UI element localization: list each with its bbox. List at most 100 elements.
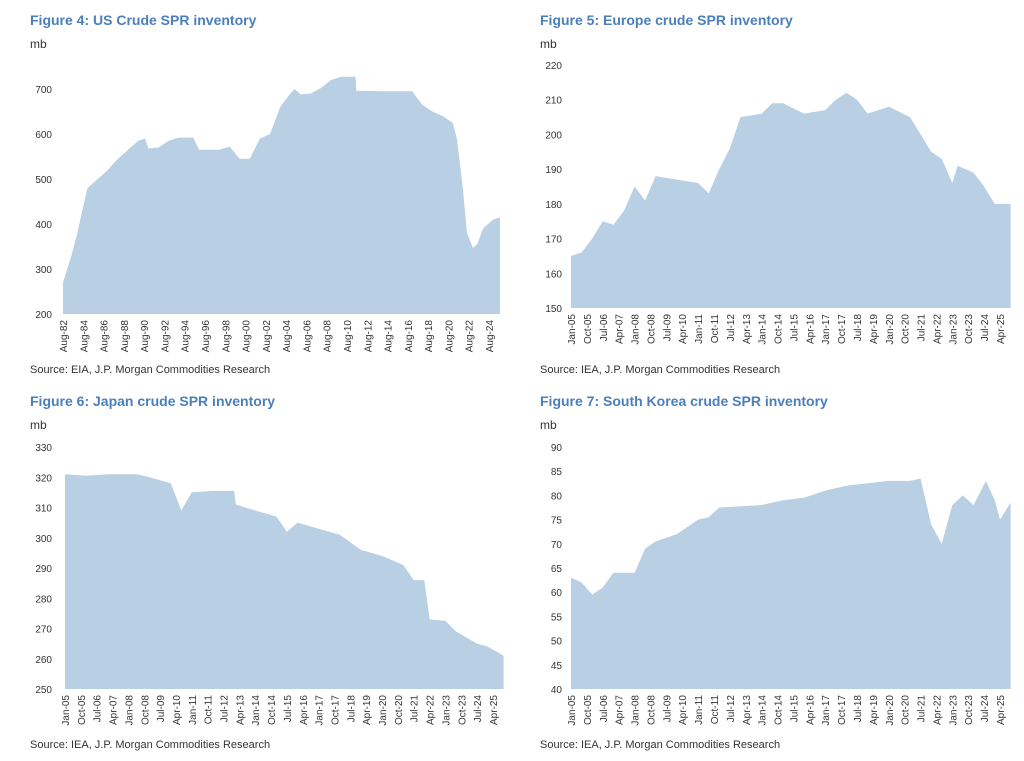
x-tick-label: Oct-14 xyxy=(774,314,785,344)
x-tick-label: Oct-14 xyxy=(774,695,785,725)
x-tick-label: Aug-10 xyxy=(343,320,354,353)
x-tick-label: Jan-14 xyxy=(758,695,769,726)
x-tick-label: Oct-05 xyxy=(583,695,594,725)
x-tick-label: Jul-09 xyxy=(156,695,167,723)
x-tick-label: Jan-05 xyxy=(567,314,578,345)
x-tick-label: Jan-11 xyxy=(694,314,705,344)
x-tick-label: Aug-90 xyxy=(140,320,151,353)
x-tick-label: Oct-11 xyxy=(710,695,721,725)
x-tick-label: Aug-02 xyxy=(262,320,273,353)
x-tick-label: Jul-21 xyxy=(410,695,421,723)
chart-source: Source: EIA, J.P. Morgan Commodities Res… xyxy=(30,364,271,376)
chart-source: Source: IEA, J.P. Morgan Commodities Res… xyxy=(540,364,781,376)
y-tick-label: 85 xyxy=(551,467,563,478)
x-tick-label: Jul-09 xyxy=(662,695,673,723)
x-tick-label: Apr-25 xyxy=(996,314,1007,344)
x-tick-label: Aug-82 xyxy=(59,320,70,353)
x-tick-label: Apr-19 xyxy=(362,695,373,725)
x-tick-label: Jan-14 xyxy=(758,314,769,345)
x-tick-label: Jul-12 xyxy=(726,695,737,723)
x-tick-label: Jul-18 xyxy=(853,314,864,342)
x-tick-label: Oct-23 xyxy=(457,695,468,725)
inventory-area xyxy=(571,478,1011,689)
x-tick-label: Jul-06 xyxy=(599,314,610,342)
y-tick-label: 60 xyxy=(551,588,563,599)
x-tick-label: Jan-08 xyxy=(631,695,642,726)
y-tick-label: 400 xyxy=(35,220,52,231)
y-unit-label: mb xyxy=(540,418,557,432)
y-tick-label: 330 xyxy=(35,443,52,454)
x-tick-label: Apr-13 xyxy=(742,695,753,725)
x-tick-label: Apr-07 xyxy=(109,695,120,725)
y-unit-label: mb xyxy=(540,37,557,51)
x-tick-label: Jul-18 xyxy=(853,695,864,723)
x-tick-label: Jan-17 xyxy=(821,314,832,345)
y-tick-label: 65 xyxy=(551,564,563,575)
x-tick-label: Oct-23 xyxy=(964,695,975,725)
x-tick-label: Oct-20 xyxy=(901,314,912,344)
x-tick-label: Jan-17 xyxy=(821,695,832,726)
x-tick-label: Oct-17 xyxy=(837,314,848,344)
inventory-area xyxy=(571,92,1011,308)
y-tick-label: 200 xyxy=(545,130,562,141)
x-tick-label: Jul-06 xyxy=(93,695,104,723)
x-tick-label: Oct-20 xyxy=(394,695,405,725)
x-tick-label: Jul-12 xyxy=(726,314,737,342)
y-tick-label: 500 xyxy=(35,175,52,186)
x-tick-label: Oct-08 xyxy=(646,314,657,344)
x-tick-label: Aug-22 xyxy=(465,320,476,353)
x-tick-label: Jan-23 xyxy=(441,695,452,726)
x-tick-label: Apr-16 xyxy=(299,695,310,725)
x-tick-label: Aug-16 xyxy=(404,320,415,353)
y-tick-label: 40 xyxy=(551,685,563,696)
y-tick-label: 170 xyxy=(545,235,562,246)
x-tick-label: Oct-20 xyxy=(901,695,912,725)
x-tick-label: Apr-25 xyxy=(489,695,500,725)
x-tick-label: Apr-19 xyxy=(869,695,880,725)
y-tick-label: 70 xyxy=(551,540,563,551)
x-tick-label: Apr-07 xyxy=(615,695,626,725)
x-tick-label: Jul-15 xyxy=(283,695,294,723)
x-tick-label: Oct-08 xyxy=(140,695,151,725)
x-tick-label: Aug-96 xyxy=(201,320,212,353)
x-tick-label: Apr-13 xyxy=(742,314,753,344)
x-tick-label: Jan-17 xyxy=(315,695,326,726)
x-tick-label: Apr-16 xyxy=(805,314,816,344)
x-tick-label: Oct-05 xyxy=(77,695,88,725)
x-tick-label: Jul-18 xyxy=(346,695,357,723)
chart-title: Figure 6: Japan crude SPR inventory xyxy=(30,393,276,409)
x-tick-label: Apr-22 xyxy=(932,695,943,725)
x-tick-label: Jul-15 xyxy=(789,314,800,342)
x-tick-label: Apr-22 xyxy=(932,314,943,344)
x-tick-label: Oct-08 xyxy=(646,695,657,725)
x-tick-label: Apr-07 xyxy=(615,314,626,344)
inventory-area xyxy=(63,76,500,314)
x-tick-label: Aug-98 xyxy=(221,320,232,353)
y-tick-label: 300 xyxy=(35,534,52,545)
y-tick-label: 150 xyxy=(545,304,562,315)
x-tick-label: Apr-16 xyxy=(805,695,816,725)
x-tick-label: Jul-21 xyxy=(917,314,928,342)
x-tick-label: Aug-14 xyxy=(384,320,395,353)
x-tick-label: Jul-21 xyxy=(917,695,928,723)
x-tick-label: Aug-04 xyxy=(282,320,293,353)
x-tick-label: Jan-08 xyxy=(124,695,135,726)
y-tick-label: 210 xyxy=(545,96,562,107)
x-tick-label: Aug-24 xyxy=(485,320,496,353)
x-tick-label: Oct-05 xyxy=(583,314,594,344)
x-tick-label: Oct-11 xyxy=(204,695,215,725)
x-tick-label: Aug-12 xyxy=(363,320,374,353)
x-tick-label: Aug-18 xyxy=(424,320,435,353)
x-tick-label: Jan-05 xyxy=(61,695,72,726)
x-tick-label: Aug-92 xyxy=(160,320,171,353)
y-tick-label: 290 xyxy=(35,564,52,575)
inventory-area xyxy=(65,474,504,689)
x-tick-label: Jan-05 xyxy=(567,695,578,726)
y-tick-label: 300 xyxy=(35,265,52,276)
y-tick-label: 260 xyxy=(35,655,52,666)
y-unit-label: mb xyxy=(30,418,47,432)
y-tick-label: 190 xyxy=(545,165,562,176)
x-tick-label: Aug-84 xyxy=(79,320,90,353)
x-tick-label: Oct-17 xyxy=(837,695,848,725)
